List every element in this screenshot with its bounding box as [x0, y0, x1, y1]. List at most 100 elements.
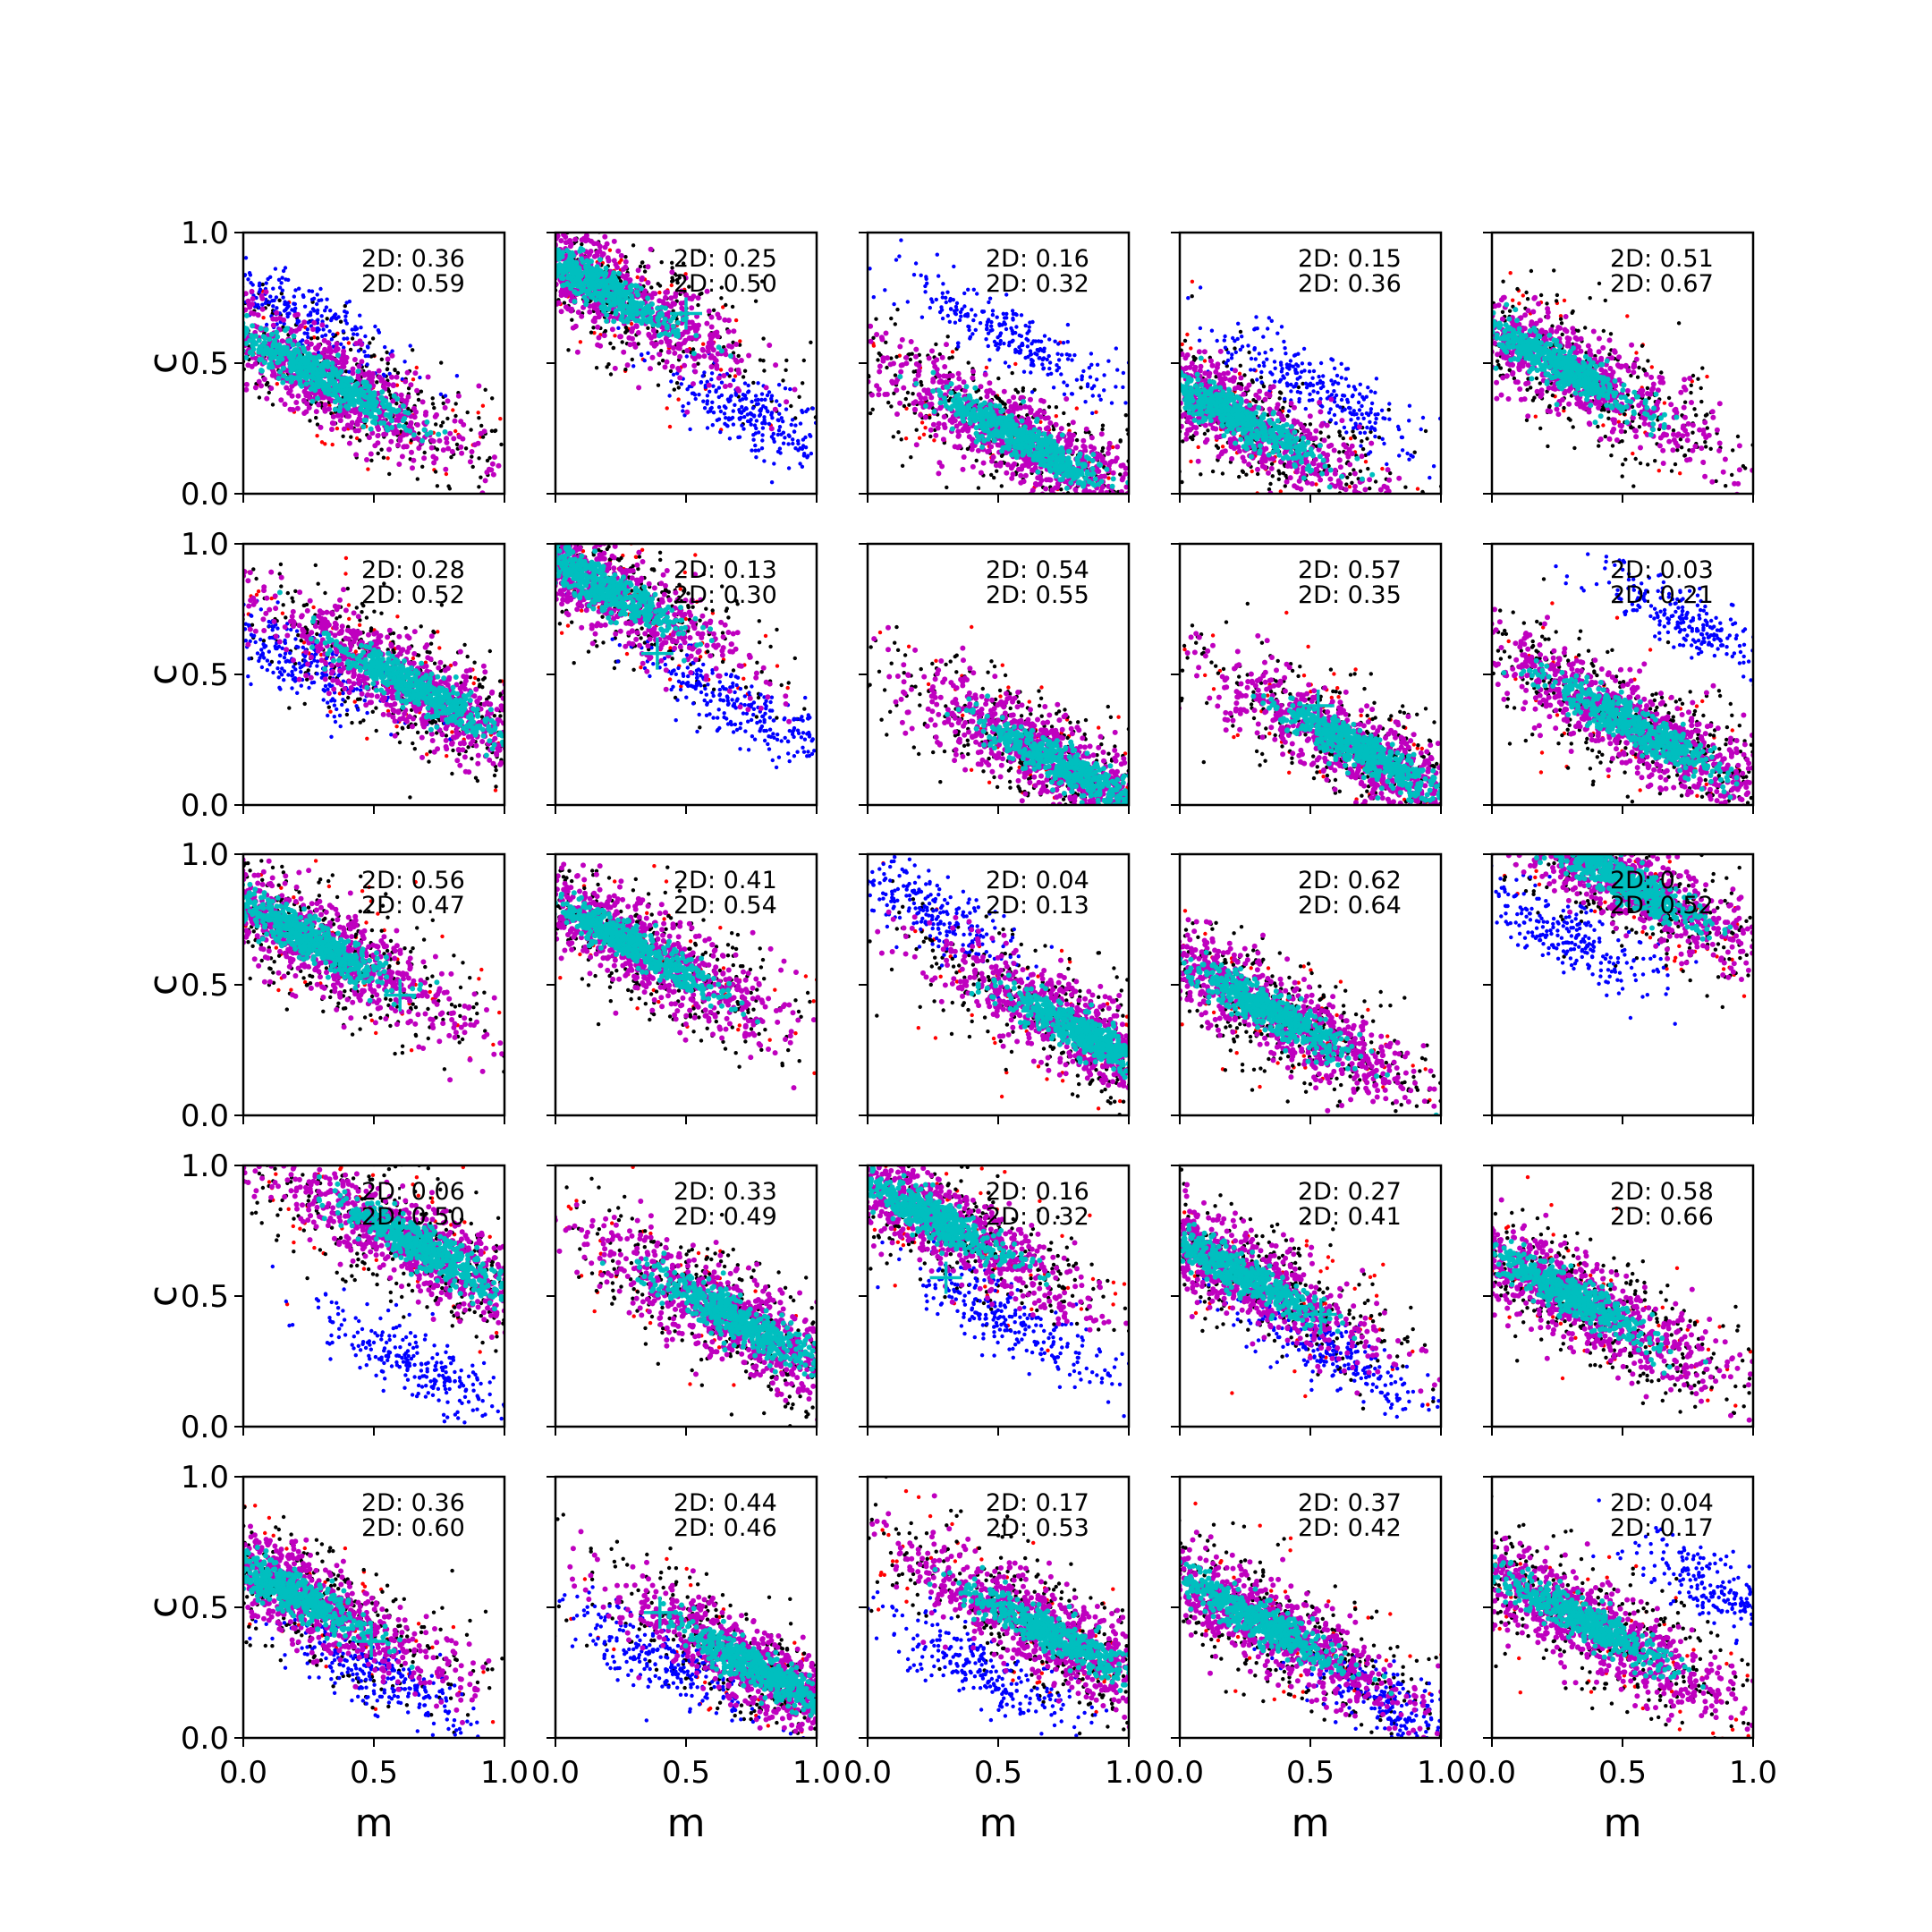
point-black	[631, 243, 635, 247]
point-blue	[923, 290, 927, 293]
point-blue	[1002, 320, 1005, 324]
point-magenta	[233, 301, 239, 306]
point-blue	[928, 306, 932, 309]
point-blue	[754, 394, 758, 397]
point-cyan	[640, 310, 645, 316]
point-magenta	[636, 330, 641, 335]
point-magenta	[259, 293, 265, 299]
point-blue	[702, 370, 706, 374]
point-magenta	[1080, 438, 1086, 444]
point-blue	[1041, 367, 1045, 370]
point-black	[570, 318, 573, 322]
point-cyan	[388, 406, 394, 411]
point-magenta	[897, 344, 902, 350]
point-magenta	[689, 305, 694, 310]
point-cyan	[546, 258, 551, 263]
point-blue	[732, 378, 735, 382]
point-magenta	[344, 355, 350, 360]
point-cyan	[343, 393, 349, 398]
point-black	[234, 352, 238, 355]
point-blue	[1090, 386, 1094, 390]
point-blue	[345, 336, 349, 340]
point-magenta	[983, 372, 988, 377]
point-blue	[750, 400, 753, 403]
point-black	[895, 308, 899, 311]
point-magenta	[623, 259, 629, 265]
point-blue	[643, 359, 647, 362]
point-cyan	[284, 345, 290, 351]
point-magenta	[236, 380, 242, 386]
point-blue	[991, 309, 995, 312]
point-magenta	[941, 373, 946, 378]
point-magenta	[237, 326, 242, 331]
point-blue	[925, 282, 928, 285]
point-blue	[1037, 349, 1040, 352]
point-cyan	[401, 403, 406, 409]
point-black	[575, 221, 579, 225]
point-blue	[1096, 363, 1099, 367]
point-blue	[238, 299, 242, 302]
point-red	[733, 374, 737, 377]
point-magenta	[679, 306, 684, 311]
point-magenta	[353, 428, 359, 434]
point-blue	[796, 448, 800, 452]
point-black	[979, 396, 982, 400]
point-magenta	[347, 441, 352, 446]
point-cyan	[606, 278, 611, 284]
point-magenta	[547, 269, 552, 275]
point-magenta	[773, 362, 778, 368]
point-magenta	[727, 383, 733, 388]
point-cyan	[310, 376, 316, 381]
point-magenta	[901, 386, 906, 391]
point-cyan	[235, 338, 241, 343]
point-magenta	[352, 357, 358, 362]
point-magenta	[852, 351, 858, 356]
point-magenta	[648, 366, 653, 371]
point-red	[239, 369, 242, 372]
point-black	[876, 358, 879, 361]
point-black	[235, 379, 239, 383]
point-magenta	[1021, 479, 1027, 484]
point-magenta	[646, 264, 651, 269]
point-magenta	[541, 246, 547, 251]
point-magenta	[443, 405, 448, 411]
point-cyan	[237, 323, 242, 328]
point-blue	[723, 411, 726, 415]
point-red	[657, 291, 661, 294]
point-black	[490, 429, 494, 433]
point-blue	[444, 394, 447, 397]
point-black	[966, 447, 970, 451]
point-blue	[267, 301, 271, 304]
point-magenta	[736, 368, 741, 373]
point-blue	[974, 328, 978, 332]
point-magenta	[399, 393, 404, 398]
point-cyan	[597, 291, 603, 296]
point-cyan	[314, 361, 319, 367]
point-black	[621, 340, 624, 343]
point-blue	[777, 412, 781, 416]
point-magenta	[330, 420, 335, 426]
point-magenta	[443, 467, 448, 472]
point-blue	[233, 304, 236, 308]
point-blue	[303, 305, 307, 309]
point-black	[677, 386, 681, 389]
point-blue	[741, 397, 744, 401]
point-cyan	[402, 424, 407, 429]
point-magenta	[942, 364, 947, 369]
point-blue	[706, 394, 709, 397]
point-blue	[1020, 343, 1023, 347]
point-cyan	[343, 376, 349, 381]
point-magenta	[1063, 497, 1068, 503]
point-magenta	[1135, 501, 1140, 506]
point-magenta	[1044, 426, 1049, 431]
point-magenta	[960, 428, 965, 433]
point-blue	[740, 424, 743, 428]
point-magenta	[569, 293, 574, 299]
point-cyan	[419, 438, 425, 444]
point-cyan	[358, 392, 363, 397]
point-blue	[738, 418, 741, 421]
point-black	[591, 326, 595, 329]
point-blue	[948, 299, 952, 302]
point-cyan	[358, 406, 363, 411]
point-magenta	[450, 449, 455, 454]
